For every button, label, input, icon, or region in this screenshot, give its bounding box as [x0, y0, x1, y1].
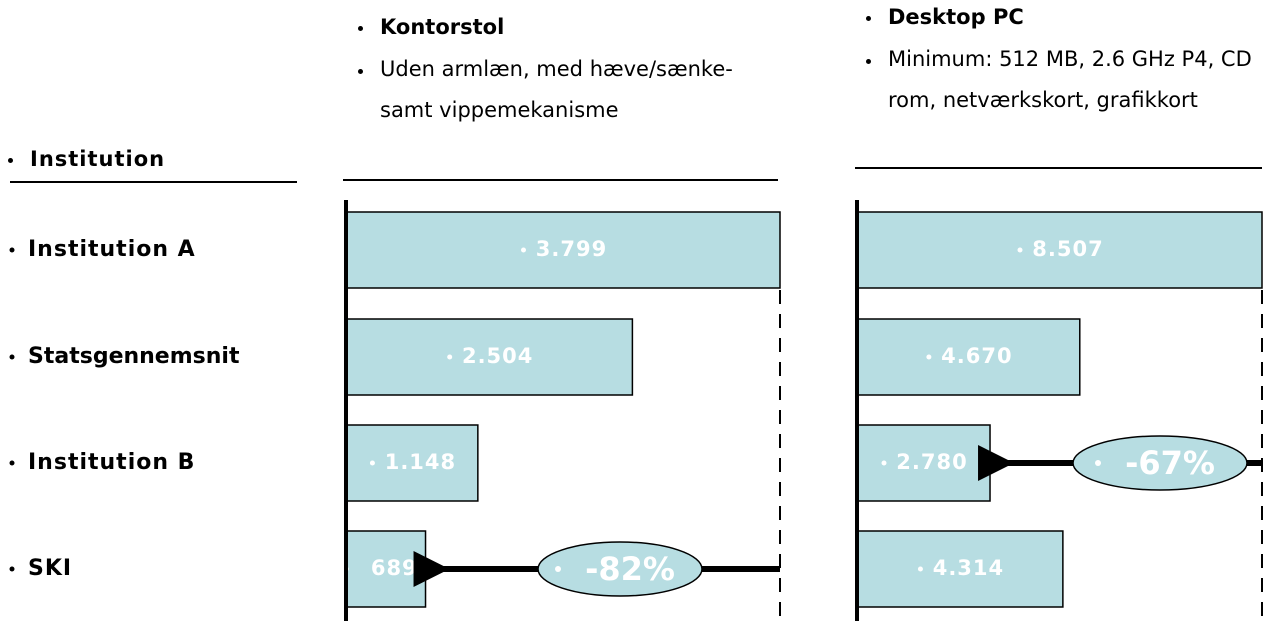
bullet	[9, 460, 15, 466]
category-label: SKI	[28, 556, 72, 581]
chart-subtitle: Uden armlæn, med hæve/sænke- samt vippem…	[350, 49, 750, 131]
value-label: 4.670	[941, 344, 1012, 368]
bullet	[926, 354, 932, 360]
category-label: Institution B	[28, 450, 195, 475]
chart-header: Desktop PC Minimum: 512 MB, 2.6 GHz P4, …	[858, 0, 1264, 121]
row-header-text: Institution	[0, 138, 300, 181]
annotation-bubble	[1072, 435, 1248, 491]
chart-title: Kontorstol	[350, 6, 750, 49]
annotation: -67%	[1125, 444, 1215, 482]
bullet	[447, 354, 453, 360]
row-header: Institution	[0, 138, 300, 181]
bar	[346, 424, 479, 502]
bullet	[881, 460, 887, 466]
chart-title: Desktop PC	[858, 0, 1264, 39]
bar	[346, 211, 781, 289]
value-label: 8.507	[1032, 237, 1103, 261]
chart-header: Kontorstol Uden armlæn, med hæve/sænke- …	[350, 6, 750, 131]
bullet	[9, 247, 15, 253]
bullet	[369, 460, 375, 466]
chart-subtitle: Minimum: 512 MB, 2.6 GHz P4, CD rom, net…	[858, 39, 1264, 121]
bullet	[1095, 460, 1101, 466]
value-label: 3.799	[536, 237, 607, 261]
bullet	[917, 566, 923, 572]
category-label: Statsgennemsnit	[28, 344, 240, 369]
bar	[857, 318, 1081, 396]
value-label: 689	[371, 556, 418, 580]
bar	[857, 211, 1263, 289]
annotation-bubble	[537, 541, 703, 597]
bullet	[521, 247, 526, 253]
value-label: 2.780	[896, 450, 967, 474]
bar	[346, 318, 634, 396]
value-label: 1.148	[385, 450, 456, 474]
bullet	[555, 566, 561, 572]
bar	[857, 530, 1064, 608]
bar	[857, 424, 991, 502]
value-label: 4.314	[933, 556, 1004, 580]
bullet	[1017, 247, 1023, 253]
annotation: -82%	[585, 550, 675, 588]
value-label: 2.504	[462, 344, 533, 368]
bullet	[9, 566, 15, 572]
category-label: Institution A	[28, 237, 196, 262]
bullet	[9, 354, 15, 360]
